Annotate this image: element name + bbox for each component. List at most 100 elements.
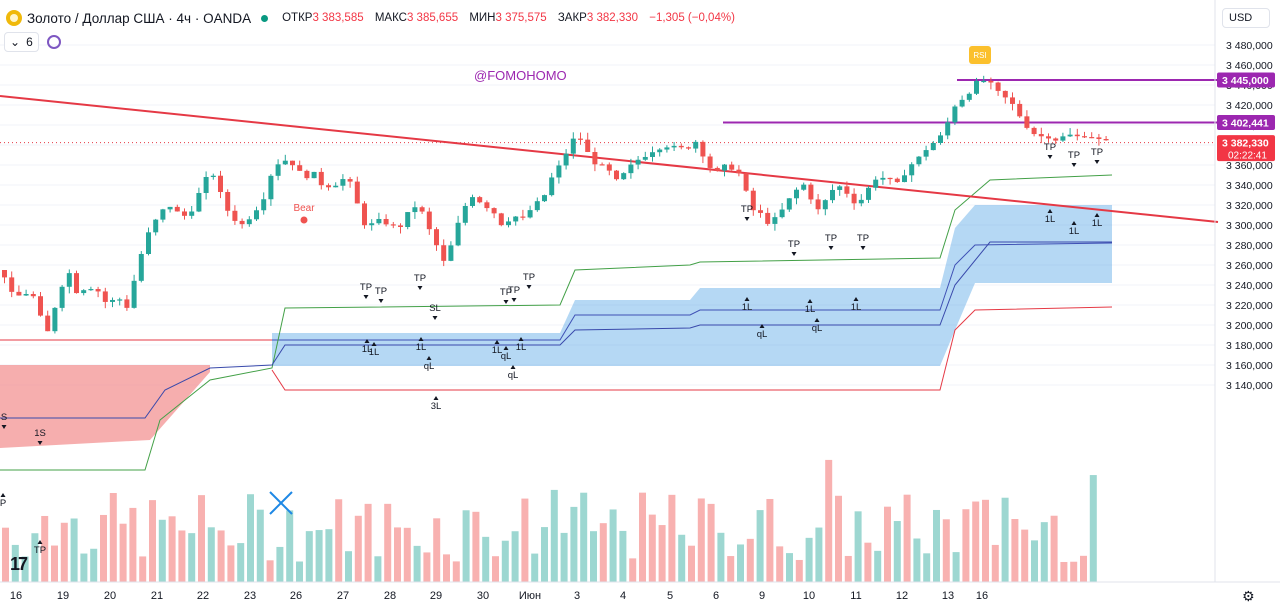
candle-body xyxy=(693,141,699,149)
open-value: 3 383,585 xyxy=(312,12,364,24)
volume-bar xyxy=(521,498,529,582)
candle-body xyxy=(851,193,857,204)
settings-gear-icon[interactable]: ⚙ xyxy=(1242,588,1255,604)
candle-body xyxy=(844,186,850,194)
candle-body xyxy=(635,159,641,165)
volume-bar xyxy=(648,514,656,582)
signal-arrow-icon xyxy=(759,324,765,328)
candle-body xyxy=(585,139,591,153)
volume-bar xyxy=(11,544,19,582)
candle-body xyxy=(822,200,828,210)
volume-bar xyxy=(423,552,431,582)
signal-label-1l: 1L xyxy=(1069,226,1080,237)
signal-arrow-icon xyxy=(37,540,43,544)
volume-bar xyxy=(325,529,333,582)
volume-bar xyxy=(90,548,98,582)
candle-body xyxy=(167,206,173,210)
volume-bar xyxy=(688,545,695,582)
symbol-header[interactable]: Золото / Доллар США · 4ч · OANDA ОТКР3 3… xyxy=(6,8,743,28)
price-tick-label: 3 280,000 xyxy=(1226,240,1273,252)
signal-label-1l: 1L xyxy=(492,345,503,356)
signal-label-1l: 1L xyxy=(1045,214,1056,225)
candle-body xyxy=(347,179,353,182)
cross-mark-icon xyxy=(269,491,293,515)
candle-body xyxy=(88,289,94,291)
low-value: 3 375,575 xyxy=(495,12,547,24)
price-tick-label: 3 160,000 xyxy=(1226,360,1273,372)
candle-body xyxy=(9,277,15,292)
volume-bar xyxy=(590,531,597,582)
support-line xyxy=(0,174,1113,471)
candle-body xyxy=(1017,103,1023,117)
time-tick-label: 13 xyxy=(942,590,954,602)
price-tick-label: 3 340,000 xyxy=(1226,180,1273,192)
volume-bar xyxy=(1001,497,1009,582)
volume-bar xyxy=(472,511,480,582)
candle-body xyxy=(974,80,979,94)
signal-arrow-icon xyxy=(807,299,813,303)
candle-body xyxy=(498,213,504,226)
candle-body xyxy=(916,156,922,165)
signal-label-ql: qL xyxy=(501,351,512,362)
volume-bar xyxy=(2,527,9,582)
indicator-count: 6 xyxy=(26,35,33,49)
candle-body xyxy=(830,189,835,201)
volume-bar xyxy=(384,503,392,582)
tradingview-logo-icon[interactable]: 17 xyxy=(10,554,28,574)
price-tick-label: 3 260,000 xyxy=(1226,260,1273,272)
candle-body xyxy=(981,80,987,83)
candle-body xyxy=(513,216,519,222)
volume-bar xyxy=(178,530,186,582)
price-label-box xyxy=(1217,115,1275,131)
volume-bar xyxy=(1060,561,1068,582)
candle-body xyxy=(16,291,22,296)
signal-label-p: P xyxy=(0,498,6,509)
candle-body xyxy=(160,209,166,220)
signal-label-tp: TP xyxy=(857,233,869,244)
volume-bar xyxy=(972,501,980,582)
sync-icon[interactable] xyxy=(46,35,61,49)
signal-label-1l: 1L xyxy=(851,302,862,313)
candle-body xyxy=(801,184,807,190)
time-tick-label: 22 xyxy=(197,590,209,602)
signal-label-tp: TP xyxy=(1068,150,1080,161)
candle-body xyxy=(484,202,490,209)
band-lower-line xyxy=(0,241,1112,419)
volume-bar xyxy=(80,553,88,582)
candle-body xyxy=(952,106,958,123)
indicators-toggle-button[interactable]: ⌄ 6 xyxy=(4,32,39,52)
volume-bar xyxy=(462,510,470,582)
volume-bar xyxy=(149,500,156,582)
price-tick-label: 3 200,000 xyxy=(1226,320,1273,332)
stop-line xyxy=(271,306,1113,391)
candle-body xyxy=(779,209,785,218)
candle-body xyxy=(340,179,346,186)
signal-arrow-icon xyxy=(364,339,370,343)
volume-bar xyxy=(1011,519,1019,582)
volume-bar xyxy=(413,545,421,582)
volume-bar xyxy=(982,499,989,582)
volume-bar xyxy=(70,518,78,582)
candle-body xyxy=(578,138,583,140)
blue-cloud xyxy=(272,205,1112,366)
close-label: ЗАКР xyxy=(557,12,587,24)
change-value: −1,305 (−0,04%) xyxy=(649,12,735,24)
volume-bar xyxy=(933,509,940,582)
signal-label-tp: TP xyxy=(1091,147,1103,158)
volume-bar xyxy=(884,506,891,582)
candles xyxy=(2,75,1109,334)
candle-body xyxy=(873,179,879,188)
price-tick-label: 3 480,000 xyxy=(1226,40,1273,52)
volume-bar xyxy=(531,553,539,582)
candle-body xyxy=(1067,134,1073,137)
price-tick-label: 3 460,000 xyxy=(1226,60,1273,72)
rsi-label: RSI xyxy=(973,51,986,60)
candle-body xyxy=(1096,137,1102,140)
signal-label-tp: TP xyxy=(1044,142,1056,153)
price-tick-label: 3 320,000 xyxy=(1226,200,1273,212)
candle-body xyxy=(470,197,475,206)
signal-arrow-icon xyxy=(1094,160,1100,164)
currency-select[interactable]: USD xyxy=(1222,8,1270,28)
